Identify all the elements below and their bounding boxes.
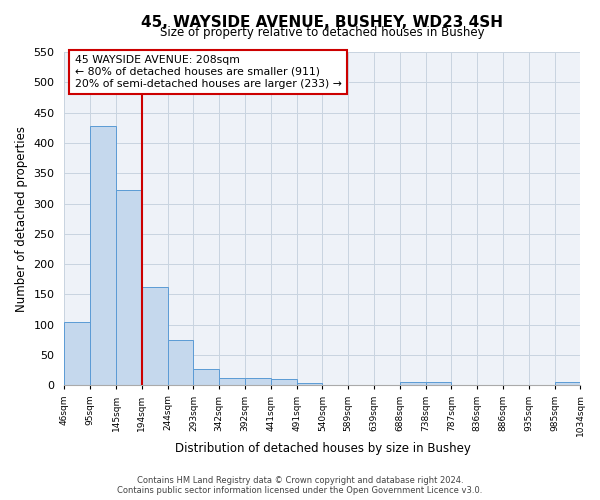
- Text: 45 WAYSIDE AVENUE: 208sqm
← 80% of detached houses are smaller (911)
20% of semi: 45 WAYSIDE AVENUE: 208sqm ← 80% of detac…: [75, 56, 341, 88]
- Bar: [554, 382, 580, 386]
- Bar: [167, 340, 193, 386]
- Bar: [142, 286, 167, 386]
- Bar: [64, 322, 90, 386]
- Bar: [219, 378, 245, 386]
- Text: Size of property relative to detached houses in Bushey: Size of property relative to detached ho…: [160, 26, 485, 38]
- Bar: [116, 190, 142, 386]
- Text: Contains HM Land Registry data © Crown copyright and database right 2024.
Contai: Contains HM Land Registry data © Crown c…: [118, 476, 482, 495]
- X-axis label: Distribution of detached houses by size in Bushey: Distribution of detached houses by size …: [175, 442, 470, 455]
- Bar: [193, 369, 219, 386]
- Bar: [425, 382, 451, 386]
- Bar: [90, 126, 116, 386]
- Title: 45, WAYSIDE AVENUE, BUSHEY, WD23 4SH: 45, WAYSIDE AVENUE, BUSHEY, WD23 4SH: [142, 15, 503, 30]
- Y-axis label: Number of detached properties: Number of detached properties: [15, 126, 28, 312]
- Bar: [245, 378, 271, 386]
- Bar: [400, 382, 425, 386]
- Bar: [271, 380, 296, 386]
- Bar: [296, 383, 322, 386]
